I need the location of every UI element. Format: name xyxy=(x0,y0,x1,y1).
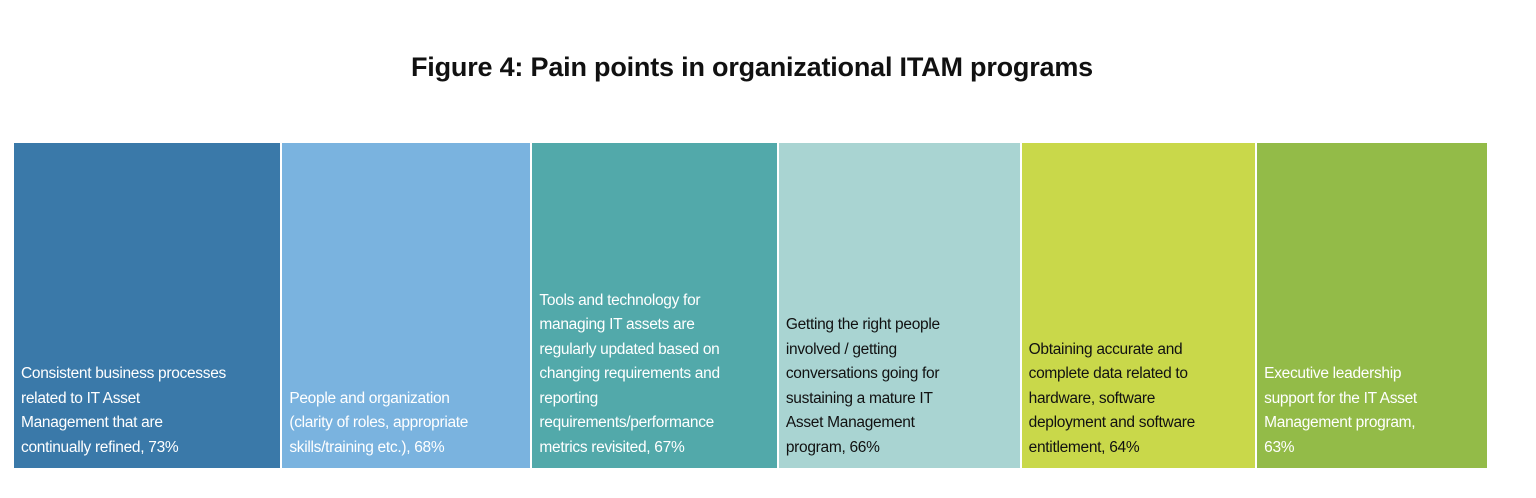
bar-block-6: Executive leadership support for the IT … xyxy=(1257,143,1487,468)
bar-block-2: People and organization (clarity of role… xyxy=(282,143,531,468)
chart-title: Figure 4: Pain points in organizational … xyxy=(411,52,1093,82)
bar-block-3: Tools and technology for managing IT ass… xyxy=(532,143,777,468)
data-label: Getting the right people involved / gett… xyxy=(785,316,940,456)
data-label: Tools and technology for managing IT ass… xyxy=(539,291,720,456)
data-label: Obtaining accurate and complete data rel… xyxy=(1028,340,1196,456)
bar-block-4: Getting the right people involved / gett… xyxy=(778,143,1020,468)
data-label: People and organization (clarity of role… xyxy=(289,389,469,456)
bar-block-1: Consistent business processes related to… xyxy=(14,143,281,468)
data-label: Consistent business processes related to… xyxy=(21,365,226,456)
bar-block-5: Obtaining accurate and complete data rel… xyxy=(1021,143,1256,468)
data-label: Executive leadership support for the IT … xyxy=(1264,365,1417,456)
chart-blocks: Consistent business processes related to… xyxy=(14,143,1487,468)
